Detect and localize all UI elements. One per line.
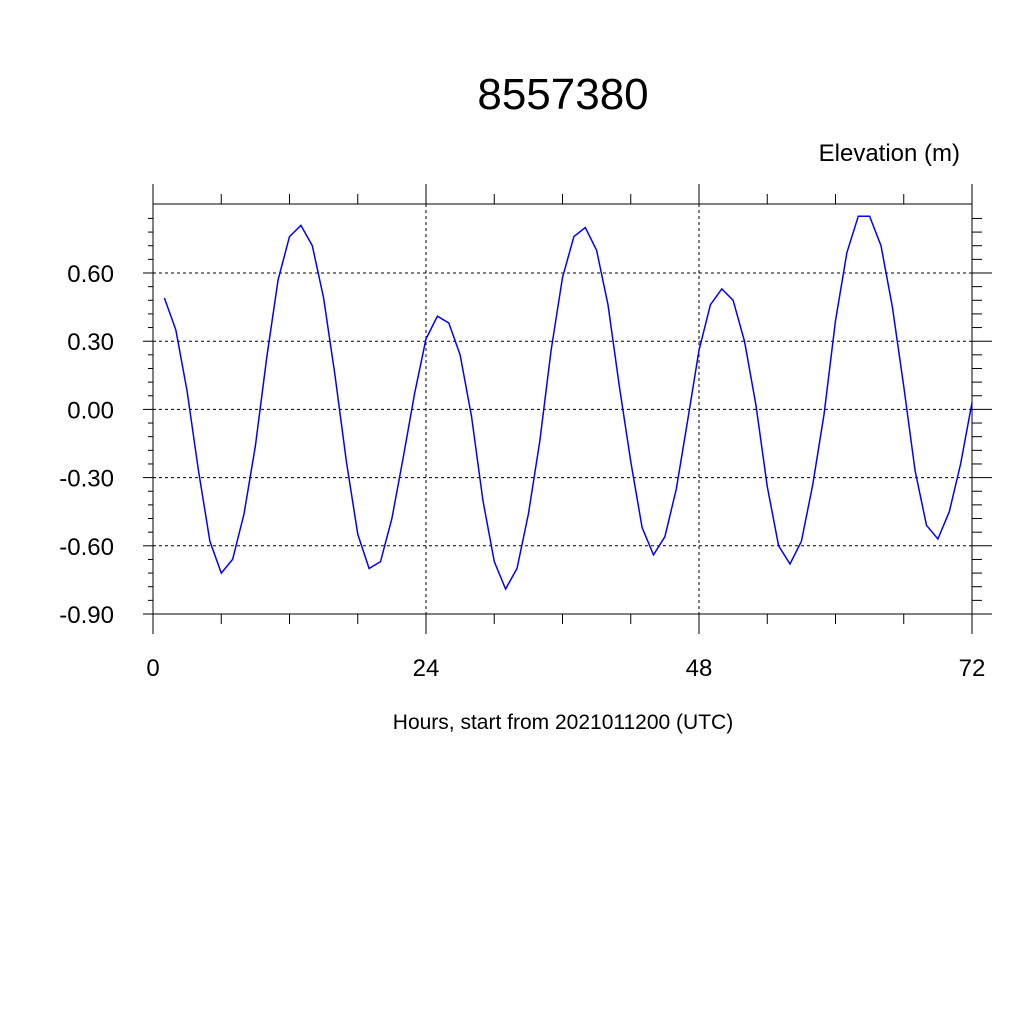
- axis-ticks: [143, 184, 992, 634]
- y-tick-label: 0.00: [67, 397, 114, 424]
- y-tick-label: -0.90: [59, 602, 114, 629]
- y-tick-label: 0.30: [67, 329, 114, 356]
- y-tick-label: -0.30: [59, 466, 114, 493]
- grid-lines: [153, 204, 972, 615]
- plot-frame: [152, 203, 973, 615]
- y-tick-label: 0.60: [67, 261, 114, 288]
- y-tick-label: -0.60: [59, 534, 114, 561]
- x-tick-labels: 0 24 48 72: [146, 655, 985, 682]
- y-tick-labels: -0.90 -0.60 -0.30 0.00 0.30 0.60: [59, 261, 114, 629]
- series-line: [163, 215, 973, 591]
- x-axis-label: Hours, start from 2021011200 (UTC): [393, 711, 733, 734]
- x-tick-label: 24: [413, 655, 440, 682]
- y-axis-label: Elevation (m): [819, 140, 960, 167]
- x-tick-label: 0: [146, 655, 159, 682]
- chart-title: 8557380: [477, 70, 648, 119]
- x-tick-label: 48: [686, 655, 713, 682]
- x-tick-label: 72: [959, 655, 986, 682]
